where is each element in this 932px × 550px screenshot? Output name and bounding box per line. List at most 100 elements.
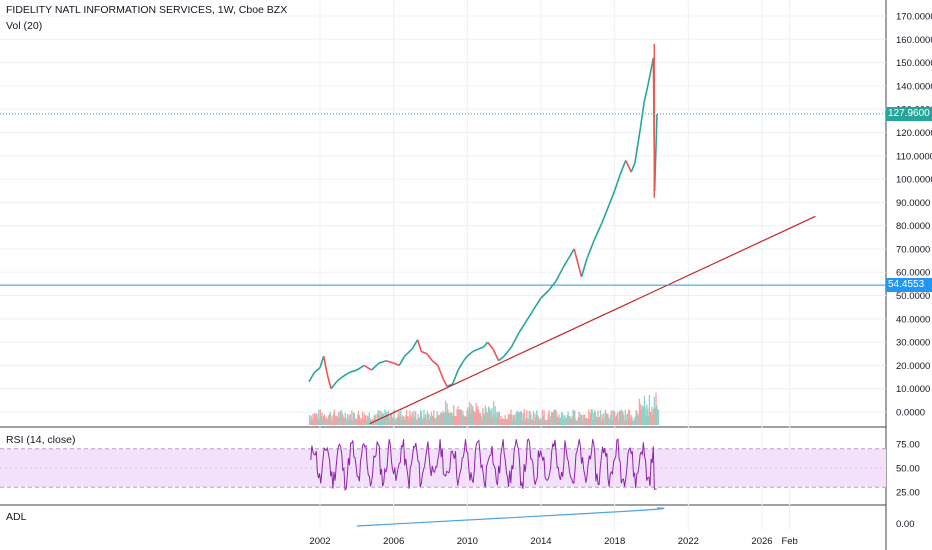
volume-bar	[608, 419, 611, 425]
volume-bar	[631, 416, 633, 425]
volume-bar	[506, 418, 508, 425]
volume-bar	[363, 413, 365, 425]
volume-bar	[331, 415, 333, 425]
volume-bar	[605, 413, 607, 425]
volume-bar	[313, 413, 316, 425]
volume-bar	[622, 411, 624, 425]
volume-bar	[655, 392, 657, 425]
volume-bar	[520, 410, 522, 425]
volume-bar	[629, 418, 631, 425]
price-segment	[451, 369, 459, 385]
volume-legend[interactable]: Vol (20)	[6, 20, 43, 32]
volume-bar	[366, 420, 368, 425]
volume-bar	[555, 409, 557, 425]
volume-bar	[545, 420, 547, 425]
volume-bar	[528, 410, 530, 425]
volume-bar	[318, 419, 321, 425]
volume-bar	[379, 410, 381, 425]
price-segment	[404, 348, 413, 357]
price-segment	[431, 360, 439, 367]
volume-bar	[636, 410, 638, 425]
volume-bar	[530, 414, 532, 425]
volume-bar	[543, 410, 545, 425]
volume-bar	[535, 417, 537, 425]
volume-bar	[541, 409, 544, 425]
volume-bar	[391, 418, 394, 425]
volume-bar	[409, 410, 411, 425]
price-segment	[313, 367, 321, 374]
volume-bar	[633, 418, 636, 425]
volume-bar	[389, 415, 391, 425]
volume-bar	[577, 417, 579, 425]
volume-bar	[425, 419, 428, 425]
volume-bar	[589, 412, 592, 425]
volume-bar	[429, 419, 431, 425]
price-segment	[349, 369, 358, 374]
volume-bar	[552, 412, 554, 425]
volume-bar	[596, 418, 598, 425]
volume-bar	[362, 419, 365, 425]
time-tick-label: 2026	[751, 536, 772, 547]
volume-bar	[502, 419, 505, 425]
volume-bar	[454, 415, 457, 425]
volume-bar	[440, 412, 443, 425]
volume-bar	[594, 410, 596, 425]
volume-bar	[369, 417, 371, 425]
volume-bar	[589, 418, 591, 425]
volume-bar	[342, 417, 345, 425]
volume-bar	[575, 420, 578, 425]
volume-bar	[624, 409, 627, 425]
volume-bar	[550, 416, 552, 425]
price-segment	[463, 355, 468, 362]
volume-bar	[458, 409, 460, 425]
volume-bar	[551, 412, 554, 425]
price-segment	[601, 204, 610, 224]
price-segment	[416, 339, 423, 352]
volume-bar	[527, 419, 530, 425]
price-segment	[483, 341, 489, 348]
volume-bar	[462, 410, 464, 425]
volume-bar	[381, 414, 384, 425]
volume-bar	[336, 415, 338, 425]
volume-bar	[581, 420, 583, 425]
volume-bar	[544, 419, 546, 425]
volume-bar	[482, 413, 485, 425]
volume-bar	[465, 416, 467, 425]
volume-bar	[521, 412, 523, 425]
volume-bar	[501, 419, 503, 425]
volume-bar	[332, 420, 334, 425]
volume-bar	[521, 420, 524, 425]
price-segment	[411, 339, 419, 350]
price-tick-label: 140.0000	[896, 81, 932, 92]
volume-bar	[337, 412, 340, 425]
price-tick-label: 50.0000	[896, 291, 930, 302]
volume-bar	[510, 409, 512, 425]
volume-bar	[509, 413, 511, 425]
volume-bar	[587, 418, 589, 425]
volume-bar	[518, 411, 520, 425]
volume-bar	[519, 412, 521, 425]
adl-legend[interactable]: ADL	[6, 511, 27, 523]
volume-bar	[635, 410, 637, 425]
volume-bar	[417, 413, 419, 425]
volume-bar	[606, 413, 608, 425]
volume-bar	[373, 415, 375, 425]
volume-bar	[632, 420, 634, 425]
volume-bar	[395, 418, 397, 425]
volume-bar	[537, 416, 539, 425]
volume-bar	[516, 410, 519, 425]
rsi-legend[interactable]: RSI (14, close)	[6, 434, 76, 446]
volume-bar	[557, 416, 559, 425]
price-segment	[643, 85, 649, 103]
price-segment	[567, 248, 575, 259]
price-segment	[437, 365, 445, 380]
volume-bar	[333, 409, 336, 425]
volume-bar	[564, 415, 566, 425]
volume-bar	[566, 414, 568, 425]
symbol-legend[interactable]: FIDELITY NATL INFORMATION SERVICES, 1W, …	[6, 4, 288, 16]
price-tick-label: 70.0000	[896, 244, 930, 255]
volume-bar	[353, 413, 356, 425]
volume-bar	[579, 417, 581, 425]
price-segment	[498, 355, 505, 362]
